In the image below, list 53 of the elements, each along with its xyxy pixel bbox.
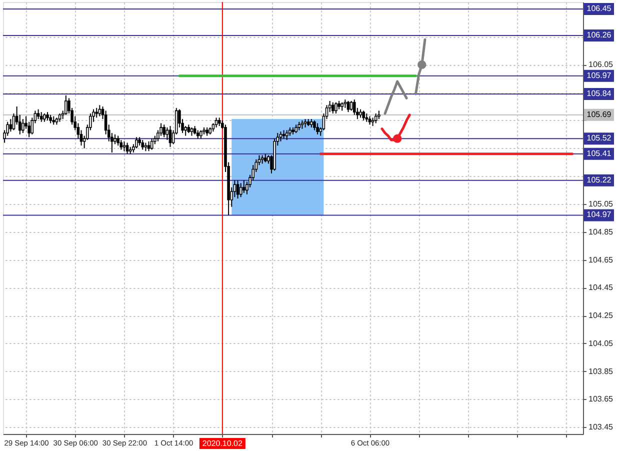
ref-line-label: 104.97 xyxy=(586,210,612,220)
candlestick xyxy=(114,134,116,145)
candlestick xyxy=(40,112,43,122)
candlestick xyxy=(22,118,24,134)
y-tick-label: 105.05 xyxy=(588,200,614,209)
candlestick xyxy=(126,142,129,154)
ref-line-label: 105.22 xyxy=(586,175,612,184)
candlestick xyxy=(184,126,187,136)
candlestick xyxy=(135,136,138,149)
ref-line-label: 105.69 xyxy=(586,110,612,119)
y-tick-label: 104.05 xyxy=(588,338,614,348)
candlestick xyxy=(334,102,338,114)
y-tick-label: 104.85 xyxy=(588,227,614,236)
candlestick xyxy=(64,94,68,116)
ref-line-label: 106.26 xyxy=(586,30,612,40)
candlestick xyxy=(141,139,144,150)
line-series xyxy=(414,38,426,96)
x-tick-label: 2020.10.02 xyxy=(202,439,243,448)
candlestick xyxy=(352,99,356,116)
candlestick xyxy=(313,120,316,131)
candlestick xyxy=(331,102,334,114)
candlestick xyxy=(162,124,166,138)
candlestick xyxy=(242,180,246,194)
candlestick xyxy=(36,108,40,120)
y-tick-label: 103.65 xyxy=(588,394,614,404)
candlestick xyxy=(214,117,218,128)
candlestick xyxy=(285,130,288,140)
y-tick-label: 106.05 xyxy=(588,60,614,70)
candlestick xyxy=(166,126,169,140)
candlestick xyxy=(362,110,365,121)
candlestick xyxy=(98,104,102,117)
candlestick xyxy=(122,140,126,152)
line-series xyxy=(380,114,411,142)
candlestick xyxy=(9,118,12,132)
candlestick xyxy=(116,135,120,146)
line-series xyxy=(384,80,408,115)
candlestick xyxy=(236,180,240,199)
ref-line-label: 105.41 xyxy=(586,148,612,158)
ref-line-label: 106.45 xyxy=(586,4,612,13)
ref-line-label: 105.52 xyxy=(586,134,612,143)
ref-line-label: 105.97 xyxy=(586,70,612,80)
candlestick xyxy=(279,131,282,142)
y-tick-label: 104.25 xyxy=(588,311,614,320)
ref-line-label: 105.84 xyxy=(586,88,612,98)
candlestick xyxy=(374,112,378,124)
candlestick xyxy=(120,139,123,150)
y-tick-label: 104.45 xyxy=(588,283,614,292)
y-tick-label: 104.65 xyxy=(588,255,614,264)
candlestick xyxy=(316,122,319,135)
candlestick xyxy=(147,140,150,152)
y-tick-label: 103.85 xyxy=(588,366,614,376)
y-tick-label: 103.45 xyxy=(588,422,614,432)
candlestick xyxy=(95,107,98,118)
